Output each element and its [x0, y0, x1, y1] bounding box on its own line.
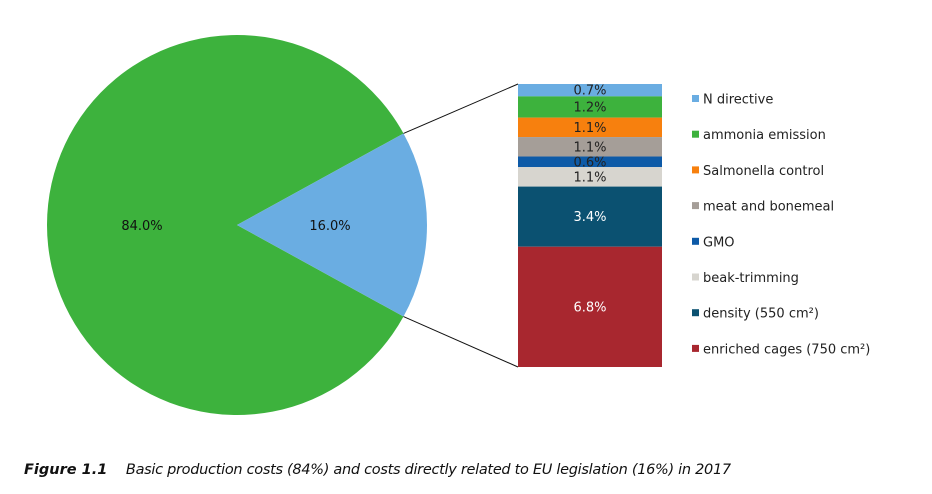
figure-number: Figure 1.1 — [24, 462, 108, 478]
legend-label-0: N directive — [703, 93, 773, 108]
bar-segment-5 — [518, 167, 662, 187]
bar-segment-label-0: 0.7% — [573, 84, 606, 99]
bar-segment-2 — [518, 117, 662, 138]
legend-label-6: density (550 cm²) — [703, 307, 819, 322]
pie-slice-small — [237, 133, 427, 317]
bar-segment-6 — [518, 186, 662, 247]
legend-label-5: beak-trimming — [703, 271, 799, 286]
legend-swatch-1 — [692, 130, 699, 138]
figure-caption-text: Basic production costs (84%) and costs d… — [125, 462, 731, 478]
figure-caption: Figure 1.1 Basic production costs (84%) … — [24, 462, 731, 478]
legend-label-3: meat and bonemeal — [703, 200, 834, 215]
bar-segment-3 — [518, 137, 662, 157]
bar-segment-label-6: 3.4% — [573, 210, 606, 225]
connector-line-top — [403, 83, 519, 134]
legend-label-2: Salmonella control — [703, 164, 824, 179]
bar-segment-7 — [518, 246, 662, 367]
legend-label-1: ammonia emission — [703, 128, 826, 143]
legend-swatch-2 — [692, 166, 699, 174]
legend-swatch-3 — [692, 202, 699, 210]
pie-label-small: 16.0% — [309, 219, 350, 234]
bar-segment-label-1: 1.2% — [573, 100, 606, 115]
bar-segment-1 — [518, 96, 662, 118]
bar-segment-4 — [518, 156, 662, 168]
connector-line-bottom — [403, 316, 519, 368]
legend-swatch-5 — [692, 273, 699, 281]
pie-label-large: 84.0% — [121, 219, 162, 234]
bar-segment-0 — [518, 84, 662, 97]
legend-swatch-6 — [692, 309, 699, 317]
legend-label-7: enriched cages (750 cm²) — [703, 342, 870, 357]
legend-swatch-7 — [692, 344, 699, 352]
bar-segment-label-3: 1.1% — [573, 140, 606, 155]
bar-segment-label-2: 1.1% — [573, 121, 606, 136]
bar-segment-label-5: 1.1% — [573, 170, 606, 185]
bar-segment-label-4: 0.6% — [573, 155, 606, 170]
pie-slice-large — [47, 35, 404, 415]
legend-swatch-0 — [692, 95, 699, 102]
bar-segment-label-7: 6.8% — [573, 300, 606, 315]
legend-label-4: GMO — [703, 235, 735, 250]
legend-swatch-4 — [692, 237, 699, 245]
